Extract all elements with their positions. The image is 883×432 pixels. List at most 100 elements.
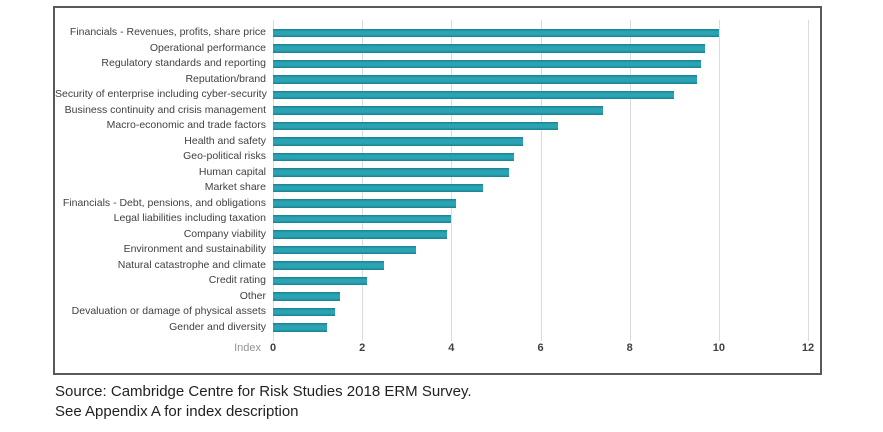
bar xyxy=(273,44,706,53)
bar-track xyxy=(273,87,808,103)
bar-row: Gender and diversity xyxy=(55,320,820,336)
x-tick-label: 4 xyxy=(448,342,455,354)
bar-rows: Financials - Revenues, profits, share pr… xyxy=(55,25,820,335)
bar-row: Macro-economic and trade factors xyxy=(55,118,820,134)
source-line: Source: Cambridge Centre for Risk Studie… xyxy=(55,383,472,400)
category-label: Business continuity and crisis managemen… xyxy=(64,103,266,116)
bar-track xyxy=(273,41,808,57)
bar-track xyxy=(273,72,808,88)
bar-track xyxy=(273,103,808,119)
category-label: Credit rating xyxy=(208,274,266,286)
x-axis: Index 0 2 4 6 8 10 12 xyxy=(55,338,820,360)
bar xyxy=(273,90,675,99)
bar-row: Natural catastrophe and climate xyxy=(55,258,820,274)
bar-row: Health and safety xyxy=(55,134,820,150)
bar-track xyxy=(273,304,808,320)
category-label: Operational performance xyxy=(149,41,266,54)
x-tick-label: 12 xyxy=(801,342,815,354)
x-axis-title: Index xyxy=(234,342,261,354)
bar-row: Market share xyxy=(55,180,820,196)
x-tick-label: 2 xyxy=(359,342,366,354)
appendix-line: See Appendix A for index description xyxy=(55,403,299,420)
bar-track xyxy=(273,165,808,181)
bar-track xyxy=(273,149,808,165)
bar-track xyxy=(273,289,808,305)
category-label: Environment and sustainability xyxy=(123,243,266,255)
category-label: Natural catastrophe and climate xyxy=(117,258,266,271)
x-tick-label: 10 xyxy=(712,342,725,354)
bar-track xyxy=(273,320,808,336)
bar-row: Regulatory standards and reporting xyxy=(55,56,820,72)
bar-row: Human capital xyxy=(55,165,820,181)
bar-track xyxy=(273,134,808,150)
category-label: Human capital xyxy=(198,165,266,178)
bar-track xyxy=(273,211,808,227)
bar xyxy=(273,245,416,254)
category-label: Other xyxy=(239,289,266,302)
bar xyxy=(273,292,340,301)
bar xyxy=(273,323,327,332)
gridline xyxy=(451,20,453,341)
bar xyxy=(273,230,447,239)
bar xyxy=(273,307,336,316)
bar-track xyxy=(273,180,808,196)
bar-row: Financials - Debt, pensions, and obligat… xyxy=(55,196,820,212)
category-label: Reputation/brand xyxy=(185,72,266,85)
category-label: Geo-political risks xyxy=(183,150,266,162)
category-label: Macro-economic and trade factors xyxy=(106,119,266,131)
gridline xyxy=(629,20,631,341)
category-label: Gender and diversity xyxy=(169,320,266,333)
bar xyxy=(273,168,510,177)
chart-frame: Financials - Revenues, profits, share pr… xyxy=(53,6,822,375)
bar xyxy=(273,199,456,208)
category-label: Financials - Debt, pensions, and obligat… xyxy=(62,196,266,209)
x-tick-label: 6 xyxy=(537,342,544,354)
category-label: Company viability xyxy=(183,227,266,240)
category-label: Regulatory standards and reporting xyxy=(101,57,266,69)
bar xyxy=(273,59,701,68)
gridline xyxy=(540,20,542,341)
bar xyxy=(273,28,719,37)
category-label: Security of enterprise including cyber-s… xyxy=(55,88,267,100)
x-tick-label: 8 xyxy=(626,342,633,354)
bar-row: Financials - Revenues, profits, share pr… xyxy=(55,25,820,41)
gridline xyxy=(273,20,274,341)
bar-track xyxy=(273,242,808,258)
bar-chart: Financials - Revenues, profits, share pr… xyxy=(55,8,820,373)
bar xyxy=(273,214,452,223)
bar-track xyxy=(273,273,808,289)
bar-track xyxy=(273,227,808,243)
bar-track xyxy=(273,258,808,274)
category-label: Health and safety xyxy=(184,134,266,147)
bar xyxy=(273,261,385,270)
bar-row: Environment and sustainability xyxy=(55,242,820,258)
gridline xyxy=(718,20,720,341)
source-caption: Source: Cambridge Centre for Risk Studie… xyxy=(55,382,472,422)
bar xyxy=(273,152,514,161)
bar xyxy=(273,106,603,115)
bar xyxy=(273,137,523,146)
bar-row: Operational performance xyxy=(55,41,820,57)
gridline xyxy=(808,20,809,341)
bar-row: Security of enterprise including cyber-s… xyxy=(55,87,820,103)
bar-track xyxy=(273,118,808,134)
bar-track xyxy=(273,196,808,212)
bar-row: Credit rating xyxy=(55,273,820,289)
gridline xyxy=(362,20,364,341)
bar-row: Other xyxy=(55,289,820,305)
x-tick-label: 0 xyxy=(269,342,277,354)
category-label: Legal liabilities including taxation xyxy=(113,212,266,224)
bar xyxy=(273,183,483,192)
bar-row: Devaluation or damage of physical assets xyxy=(55,304,820,320)
bar-row: Company viability xyxy=(55,227,820,243)
bar-row: Reputation/brand xyxy=(55,72,820,88)
category-label: Financials - Revenues, profits, share pr… xyxy=(69,26,266,38)
bar-row: Business continuity and crisis managemen… xyxy=(55,103,820,119)
bar xyxy=(273,121,559,130)
bar-row: Legal liabilities including taxation xyxy=(55,211,820,227)
category-label: Market share xyxy=(204,181,266,193)
bar xyxy=(273,276,367,285)
bar-track xyxy=(273,56,808,72)
bar xyxy=(273,75,697,84)
